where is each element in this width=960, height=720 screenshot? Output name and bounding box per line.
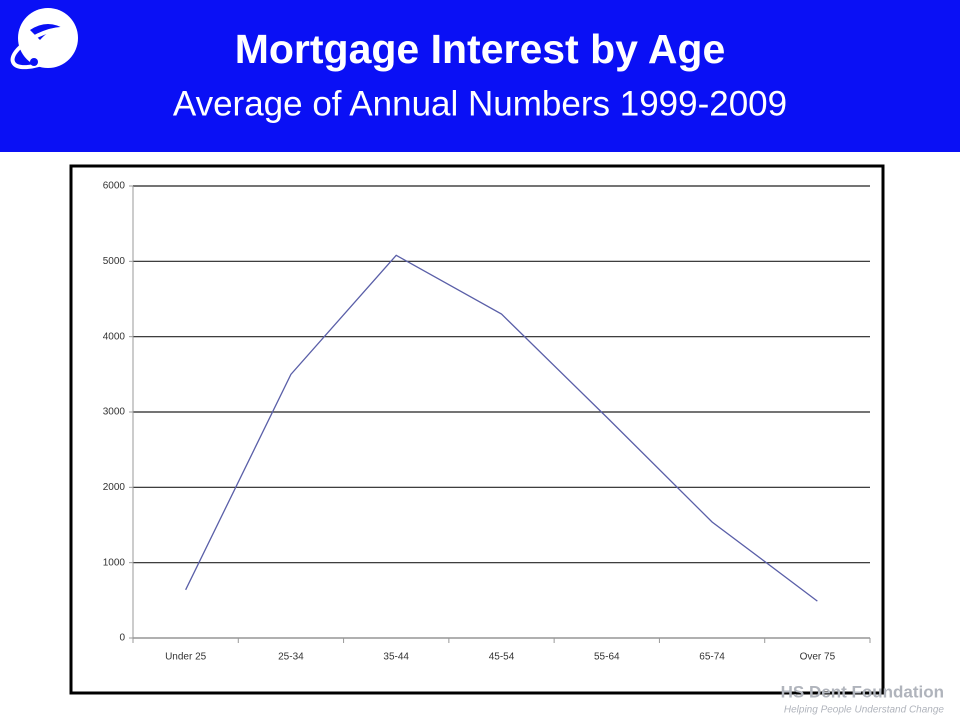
logo (10, 8, 78, 70)
y-tick-label: 2000 (103, 482, 126, 493)
footer-name: HS Dent Foundation (781, 682, 944, 701)
x-tick-label: Under 25 (165, 652, 207, 663)
x-tick-label: 35-44 (383, 652, 409, 663)
chart-title: Mortgage Interest by Age (235, 26, 726, 72)
x-tick-label: 45-54 (489, 652, 515, 663)
y-tick-label: 4000 (103, 331, 126, 342)
y-tick-label: 6000 (103, 181, 126, 192)
y-tick-label: 3000 (103, 407, 126, 418)
header-band (0, 0, 960, 152)
x-tick-label: Over 75 (800, 652, 836, 663)
x-tick-label: 25-34 (278, 652, 304, 663)
chart-frame (69, 164, 885, 695)
y-tick-label: 1000 (103, 557, 126, 568)
footer-tagline: Helping People Understand Change (784, 705, 945, 716)
x-tick-label: 65-74 (699, 652, 725, 663)
x-tick-label: 55-64 (594, 652, 620, 663)
chart-subtitle: Average of Annual Numbers 1999-2009 (173, 84, 787, 123)
line-series (185, 254, 818, 602)
y-tick-label: 5000 (103, 256, 126, 267)
y-tick-label: 0 (119, 633, 125, 644)
